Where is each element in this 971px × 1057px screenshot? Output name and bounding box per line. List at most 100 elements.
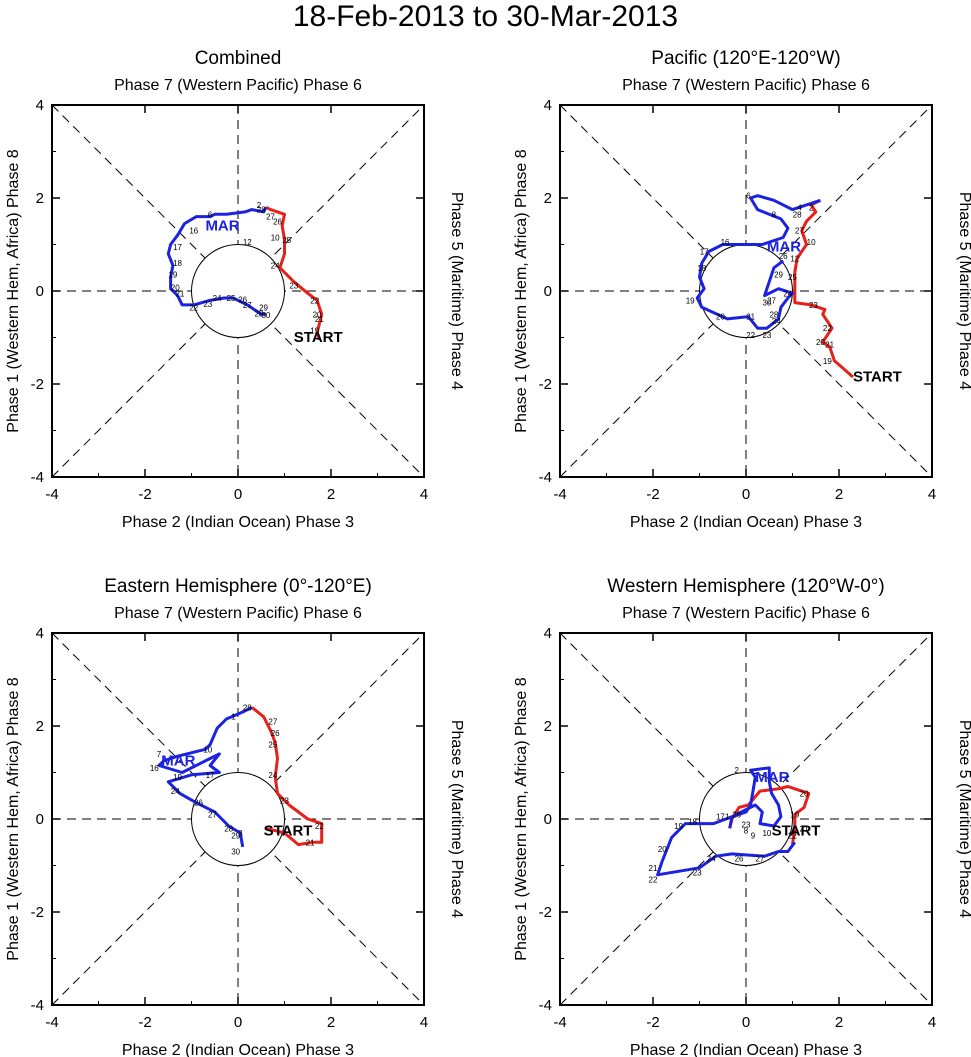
day-label: 23 bbox=[693, 868, 702, 877]
day-label: 24 bbox=[783, 289, 792, 298]
y-tick-label: -2 bbox=[31, 376, 44, 393]
day-label: 23 bbox=[289, 281, 298, 290]
panel-title: Eastern Hemisphere (0°-120°E) bbox=[104, 576, 372, 597]
axis-label-right: Phase 5 (Maritime) Phase 4 bbox=[448, 720, 465, 918]
x-tick-label: -2 bbox=[138, 1014, 151, 1031]
day-label: 8 bbox=[772, 210, 777, 219]
day-label: 19 bbox=[674, 822, 683, 831]
series-mar-line bbox=[695, 194, 821, 330]
day-label: 20 bbox=[171, 283, 180, 292]
axis-label-bottom: Phase 2 (Indian Ocean) Phase 3 bbox=[630, 1042, 862, 1057]
day-label: 23 bbox=[809, 301, 818, 310]
day-label: 28 bbox=[257, 206, 266, 215]
x-tick-label: 4 bbox=[928, 486, 936, 503]
day-label: 24 bbox=[772, 317, 781, 326]
day-label: 22 bbox=[788, 831, 797, 840]
day-label: 28 bbox=[254, 309, 263, 318]
y-tick-label: 0 bbox=[36, 283, 44, 300]
day-label: 22 bbox=[823, 324, 832, 333]
unit-circle bbox=[699, 772, 793, 866]
day-label: 16 bbox=[150, 764, 159, 773]
day-label: 16 bbox=[721, 238, 730, 247]
y-tick-label: 0 bbox=[544, 283, 552, 300]
x-tick-label: -4 bbox=[553, 1014, 566, 1031]
day-label: 22 bbox=[649, 875, 658, 884]
axis-label-right: Phase 5 (Maritime) Phase 4 bbox=[956, 192, 971, 390]
x-tick-label: -2 bbox=[646, 486, 659, 503]
day-label: 27 bbox=[208, 810, 217, 819]
day-label: 29 bbox=[259, 303, 268, 312]
day-label: 19 bbox=[790, 810, 799, 819]
month-label-mar: MAR bbox=[767, 238, 801, 255]
x-tick-label: 2 bbox=[835, 486, 843, 503]
day-label: 23 bbox=[742, 821, 751, 830]
y-tick-label: -2 bbox=[31, 904, 44, 921]
day-label: 25 bbox=[227, 294, 236, 303]
axis-label-left: Phase 1 (Western Hem, Africa) Phase 8 bbox=[5, 149, 22, 432]
figure-title: 18-Feb-2013 to 30-Mar-2013 bbox=[292, 0, 679, 33]
day-label: 17 bbox=[716, 813, 725, 822]
day-label: 30 bbox=[231, 848, 240, 857]
day-label: 18 bbox=[688, 817, 697, 826]
day-label: 6 bbox=[208, 210, 213, 219]
x-tick-label: 0 bbox=[742, 486, 750, 503]
unit-circle bbox=[191, 244, 285, 338]
day-label: 26 bbox=[735, 855, 744, 864]
day-label: 19 bbox=[686, 296, 695, 305]
month-label-mar: MAR bbox=[205, 218, 239, 235]
series-mar-line bbox=[157, 706, 253, 848]
day-label: 29 bbox=[231, 831, 240, 840]
day-label: 28 bbox=[243, 703, 252, 712]
day-label: 25 bbox=[282, 236, 291, 245]
unit-circle bbox=[191, 772, 285, 866]
y-tick-label: 2 bbox=[36, 190, 44, 207]
day-label: 24 bbox=[271, 261, 280, 270]
day-label: 19 bbox=[823, 357, 832, 366]
day-label: 24 bbox=[707, 855, 716, 864]
start-label: START bbox=[294, 329, 343, 346]
y-tick-label: -4 bbox=[31, 997, 44, 1014]
y-tick-label: 4 bbox=[36, 97, 44, 114]
day-label: 12 bbox=[790, 254, 799, 263]
day-label: 17 bbox=[206, 771, 215, 780]
day-label: 27 bbox=[795, 227, 804, 236]
day-label: 26 bbox=[732, 810, 741, 819]
day-label: 1 bbox=[231, 713, 236, 722]
panel-2: Pacific (120°E-120°W) Phase 7 (Western Pa… bbox=[513, 48, 971, 531]
axis-label-left: Phase 1 (Western Hem, Africa) Phase 8 bbox=[5, 677, 22, 960]
day-label: 3 bbox=[238, 829, 243, 838]
axis-label-left: Phase 1 (Western Hem, Africa) Phase 8 bbox=[513, 677, 530, 960]
day-label: 26 bbox=[273, 217, 282, 226]
day-label: 10 bbox=[762, 829, 771, 838]
day-label: 21 bbox=[800, 824, 809, 833]
day-label: 10 bbox=[271, 234, 280, 243]
x-tick-label: 2 bbox=[835, 1014, 843, 1031]
y-tick-label: -4 bbox=[539, 469, 552, 486]
series-feb-line bbox=[250, 706, 324, 847]
day-label: 23 bbox=[762, 331, 771, 340]
panel-4: Western Hemisphere (120°W-0°) Phase 7 (We… bbox=[513, 576, 971, 1057]
day-label: 27 bbox=[266, 213, 275, 222]
day-label: 27 bbox=[243, 301, 252, 310]
day-label: 24 bbox=[171, 787, 180, 796]
axis-label-top: Phase 7 (Western Pacific) Phase 6 bbox=[114, 77, 362, 94]
y-tick-label: -4 bbox=[539, 997, 552, 1014]
panel-3: Eastern Hemisphere (0°-120°E) Phase 7 (We… bbox=[5, 576, 465, 1057]
day-label: 21 bbox=[746, 313, 755, 322]
y-tick-label: 4 bbox=[544, 97, 552, 114]
day-label: 28 bbox=[793, 210, 802, 219]
day-label: 28 bbox=[224, 824, 233, 833]
axis-label-top: Phase 7 (Western Pacific) Phase 6 bbox=[622, 77, 870, 94]
day-label: 16 bbox=[189, 227, 198, 236]
day-label: 2 bbox=[809, 203, 814, 212]
day-label: 19 bbox=[310, 327, 319, 336]
day-label: 21 bbox=[306, 838, 315, 847]
series-feb-line bbox=[265, 205, 324, 341]
axis-label-top: Phase 7 (Western Pacific) Phase 6 bbox=[114, 605, 362, 622]
x-tick-label: -4 bbox=[45, 1014, 58, 1031]
panel-title: Combined bbox=[195, 48, 282, 69]
month-label-mar: MAR bbox=[755, 769, 789, 786]
day-label: 18 bbox=[173, 259, 182, 268]
panel-title: Pacific (120°E-120°W) bbox=[651, 48, 840, 69]
